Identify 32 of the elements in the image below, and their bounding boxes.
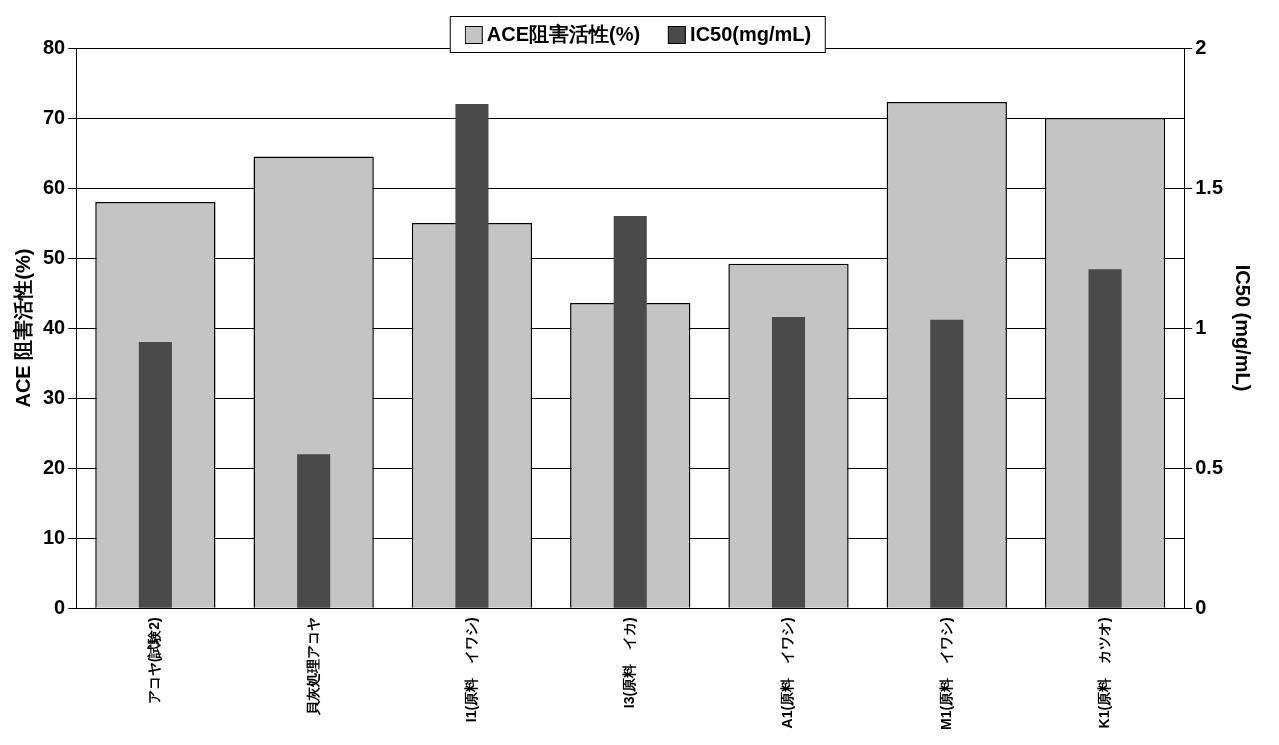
bar (613, 216, 647, 608)
y2-tick-label: 2 (1195, 35, 1207, 58)
y-tick-label: 80 (43, 35, 66, 58)
legend-label: ACE阻害活性(%) (486, 22, 641, 47)
bar (1088, 269, 1122, 608)
bar (138, 342, 172, 608)
y2-tick-label: 0.5 (1195, 455, 1224, 478)
y-tick-label: 60 (43, 175, 66, 198)
y-tick-label: 50 (43, 245, 66, 268)
x-tick-label: アコヤ(試験2) (146, 617, 163, 705)
y-axis-title: ACE 阻害活性(%) (11, 248, 34, 408)
x-tick-label: I1(原料 イワシ) (462, 617, 479, 723)
y2-tick-label: 1.5 (1195, 175, 1224, 198)
x-tick-label: I3(原料 イカ) (621, 617, 638, 709)
bar (455, 104, 489, 608)
legend-label: IC50(mg/mL) (690, 23, 812, 46)
x-tick-label: K1(原料 カツオ) (1095, 617, 1112, 729)
x-tick-label: 貝灰処理アコヤ (304, 617, 321, 717)
y2-tick-label: 0 (1195, 595, 1207, 618)
bar (930, 319, 964, 608)
y-tick-label: 10 (43, 525, 66, 548)
bar (771, 316, 806, 608)
x-tick-label: A1(原料 イワシ) (779, 617, 796, 729)
y2-tick-label: 1 (1195, 315, 1207, 338)
y-tick-label: 70 (43, 105, 66, 128)
x-tick-label: M1(原料 イワシ) (937, 617, 954, 731)
y-tick-label: 20 (43, 455, 66, 478)
bar (297, 454, 331, 608)
y-tick-label: 30 (43, 385, 66, 408)
y-tick-label: 0 (54, 595, 66, 618)
y2-axis-title: IC50 (mg/mL) (1232, 264, 1255, 392)
y-tick-label: 40 (43, 315, 66, 338)
